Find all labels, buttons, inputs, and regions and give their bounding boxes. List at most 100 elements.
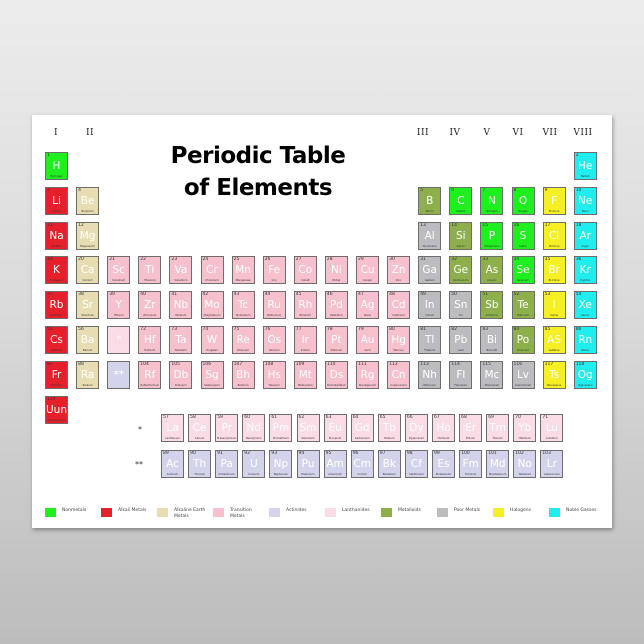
element-symbol: * bbox=[116, 334, 122, 346]
element-cell-zr: 40 Zr Zirconium bbox=[138, 291, 162, 320]
element-symbol: Pb bbox=[454, 334, 468, 346]
element-name: Niobium bbox=[175, 314, 187, 318]
element-cell-in: 49 In Indium bbox=[418, 291, 442, 320]
element-number: 50 bbox=[451, 292, 458, 298]
element-symbol: Cu bbox=[360, 264, 375, 277]
element-symbol: Ac bbox=[166, 458, 179, 470]
element-cell-ds: 110 Ds Darmstadtium bbox=[324, 360, 348, 389]
element-name: Barium bbox=[82, 349, 93, 352]
element-cell-b: 5 B Boron bbox=[418, 186, 442, 215]
element-cell-he: 2 He Helium bbox=[573, 152, 597, 180]
element-cell-cn: 112 Cn Copernicium bbox=[387, 360, 411, 389]
element-cell-ts: 117 Ts Tennessine bbox=[542, 360, 566, 389]
element-symbol: Y bbox=[115, 299, 122, 312]
element-number: 78 bbox=[326, 327, 333, 332]
element-cell-zn: 30 Zn Zinc bbox=[387, 256, 411, 285]
element-cell-ac: 89 Ac Actinium bbox=[161, 450, 184, 478]
legend-swatch bbox=[101, 508, 112, 517]
element-number: 93 bbox=[271, 451, 278, 456]
element-number: 111 bbox=[358, 361, 367, 367]
element-symbol: Po bbox=[516, 334, 530, 346]
element-number: 94 bbox=[298, 451, 305, 456]
element-name: Selenium bbox=[516, 279, 530, 283]
element-cell-rf: 104 Rf Rutherfordium bbox=[138, 360, 162, 389]
element-name: Nitrogen bbox=[486, 209, 498, 213]
element-symbol: W bbox=[206, 334, 218, 346]
element-number: 51 bbox=[482, 292, 489, 298]
element-cell-md: 101 Md Mendelevium bbox=[486, 450, 510, 478]
element-name: Titanium bbox=[144, 279, 156, 283]
element-symbol: Os bbox=[267, 334, 282, 346]
element-number: 84 bbox=[513, 327, 520, 332]
element-number: 112 bbox=[389, 361, 398, 367]
element-name: Berkelium bbox=[382, 473, 396, 476]
legend-label: Metalloids bbox=[398, 508, 421, 513]
element-symbol: Am bbox=[326, 458, 344, 470]
element-name: Samarium bbox=[301, 437, 315, 440]
element-number: 21 bbox=[109, 257, 115, 263]
element-number: 4 bbox=[78, 187, 81, 193]
element-cell-h: 1 H Hydrogen bbox=[45, 152, 68, 180]
element-symbol: Sg bbox=[205, 368, 219, 381]
element-name: Manganese bbox=[235, 279, 251, 283]
element-symbol: Pu bbox=[301, 458, 315, 470]
element-name: Antimony bbox=[485, 314, 499, 318]
element-symbol: Pr bbox=[221, 422, 232, 434]
element-number: 73 bbox=[171, 327, 178, 332]
element-number: 39 bbox=[109, 292, 115, 298]
element-name: Magnesium bbox=[80, 244, 96, 248]
element-symbol: Hf bbox=[144, 334, 156, 346]
element-name: Technetium bbox=[235, 314, 251, 318]
element-symbol: Md bbox=[489, 458, 506, 470]
element-symbol: Se bbox=[516, 264, 530, 277]
element-name: Carbon bbox=[456, 209, 466, 213]
element-name: Silver bbox=[363, 314, 372, 318]
element-number: 89 bbox=[163, 451, 169, 456]
element-symbol: Mt bbox=[298, 368, 312, 381]
element-symbol: Te bbox=[517, 299, 529, 312]
element-name: Yttrium bbox=[113, 314, 124, 318]
element-name: Sodium bbox=[51, 244, 62, 248]
element-number: 61 bbox=[271, 415, 278, 420]
element-number: 82 bbox=[451, 327, 458, 332]
legend-swatch bbox=[45, 508, 56, 517]
element-number: 99 bbox=[434, 451, 440, 456]
element-name: Rubidium bbox=[50, 314, 63, 318]
element-name: Cobalt bbox=[301, 279, 310, 283]
element-name: Boron bbox=[425, 209, 434, 213]
element-number: 62 bbox=[298, 415, 305, 420]
element-cell-tb: 65 Tb Terbium bbox=[377, 414, 401, 442]
group-label-3: III bbox=[416, 128, 430, 138]
element-cell-cu: 29 Cu Copper bbox=[356, 256, 379, 285]
element-symbol: Lv bbox=[516, 368, 530, 381]
element-name: Strontium bbox=[81, 314, 94, 318]
element-symbol: C bbox=[457, 194, 465, 207]
element-cell-tl: 81 Tl Thallium bbox=[418, 326, 442, 354]
element-symbol: Ho bbox=[436, 422, 451, 434]
element-number: 8 bbox=[513, 187, 517, 193]
element-cell-va: 23 Va Vanadium bbox=[169, 256, 193, 285]
element-number: 1 bbox=[47, 153, 50, 158]
element-cell-bi: 83 Bi Bismuth bbox=[480, 326, 504, 354]
element-name: Mendelevium bbox=[488, 473, 507, 476]
legend-swatch bbox=[437, 508, 448, 517]
element-number: 106 bbox=[202, 361, 212, 367]
element-number: 38 bbox=[78, 292, 84, 298]
element-cell-c: 6 C Carbon bbox=[449, 186, 473, 215]
element-cell-al: 13 Al Aluminium bbox=[418, 221, 442, 250]
group-label-5: V bbox=[483, 128, 491, 138]
element-name: Radium bbox=[82, 383, 93, 387]
element-name: Neon bbox=[581, 209, 589, 213]
element-number: 44 bbox=[264, 292, 271, 298]
element-symbol: Br bbox=[548, 264, 560, 277]
element-symbol: Tc bbox=[237, 299, 249, 312]
element-name: Astatine bbox=[548, 349, 560, 352]
element-cell-be: 4 Be Beryllium bbox=[76, 186, 100, 215]
element-number: 66 bbox=[406, 415, 413, 420]
element-name: Rhenium bbox=[237, 349, 249, 352]
element-name: Nickel bbox=[332, 279, 341, 283]
element-name: Einsteinium bbox=[435, 473, 452, 476]
element-cell-pb: 82 Pb Lead bbox=[449, 326, 473, 354]
element-name: Gold bbox=[364, 349, 371, 352]
element-number: 92 bbox=[244, 451, 251, 456]
